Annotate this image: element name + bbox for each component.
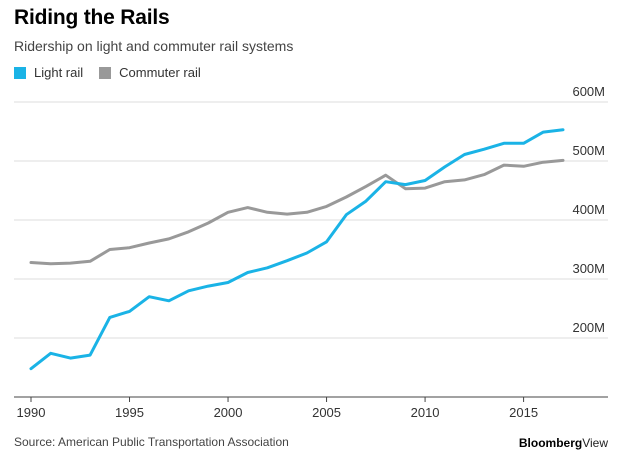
y-tick-label: 600M [572, 84, 605, 99]
x-tick-label: 1990 [17, 405, 46, 420]
y-tick-label: 500M [572, 143, 605, 158]
legend-swatch-light-rail [14, 66, 26, 79]
legend-swatch-commuter-rail [99, 66, 112, 79]
series-line-light-rail [29, 128, 565, 371]
series-line-commuter-rail [29, 158, 565, 266]
brand-light: View [582, 436, 608, 450]
legend-item-commuter-rail: Commuter rail [99, 65, 201, 80]
x-tick-label: 2005 [312, 405, 341, 420]
chart-title: Riding the Rails [14, 6, 170, 29]
brand-strong: Bloomberg [518, 436, 583, 450]
x-tick-label: 2010 [411, 405, 440, 420]
x-tick-label: 2000 [214, 405, 243, 420]
y-tick-label: 300M [572, 261, 605, 276]
x-tick-label: 1995 [115, 405, 144, 420]
legend-label-light-rail: Light rail [34, 65, 84, 80]
x-tick-label: 2015 [509, 405, 538, 420]
legend: Light rail Commuter rail [14, 65, 217, 80]
y-tick-label: 200M [572, 320, 605, 335]
y-tick-label: 400M [572, 202, 605, 217]
source-note: Source: American Public Transportation A… [14, 435, 289, 449]
chart-subtitle: Ridership on light and commuter rail sys… [14, 38, 294, 54]
legend-item-light-rail: Light rail [14, 65, 83, 80]
brand-logo: BloombergView [519, 436, 608, 450]
legend-label-commuter-rail: Commuter rail [119, 65, 201, 80]
